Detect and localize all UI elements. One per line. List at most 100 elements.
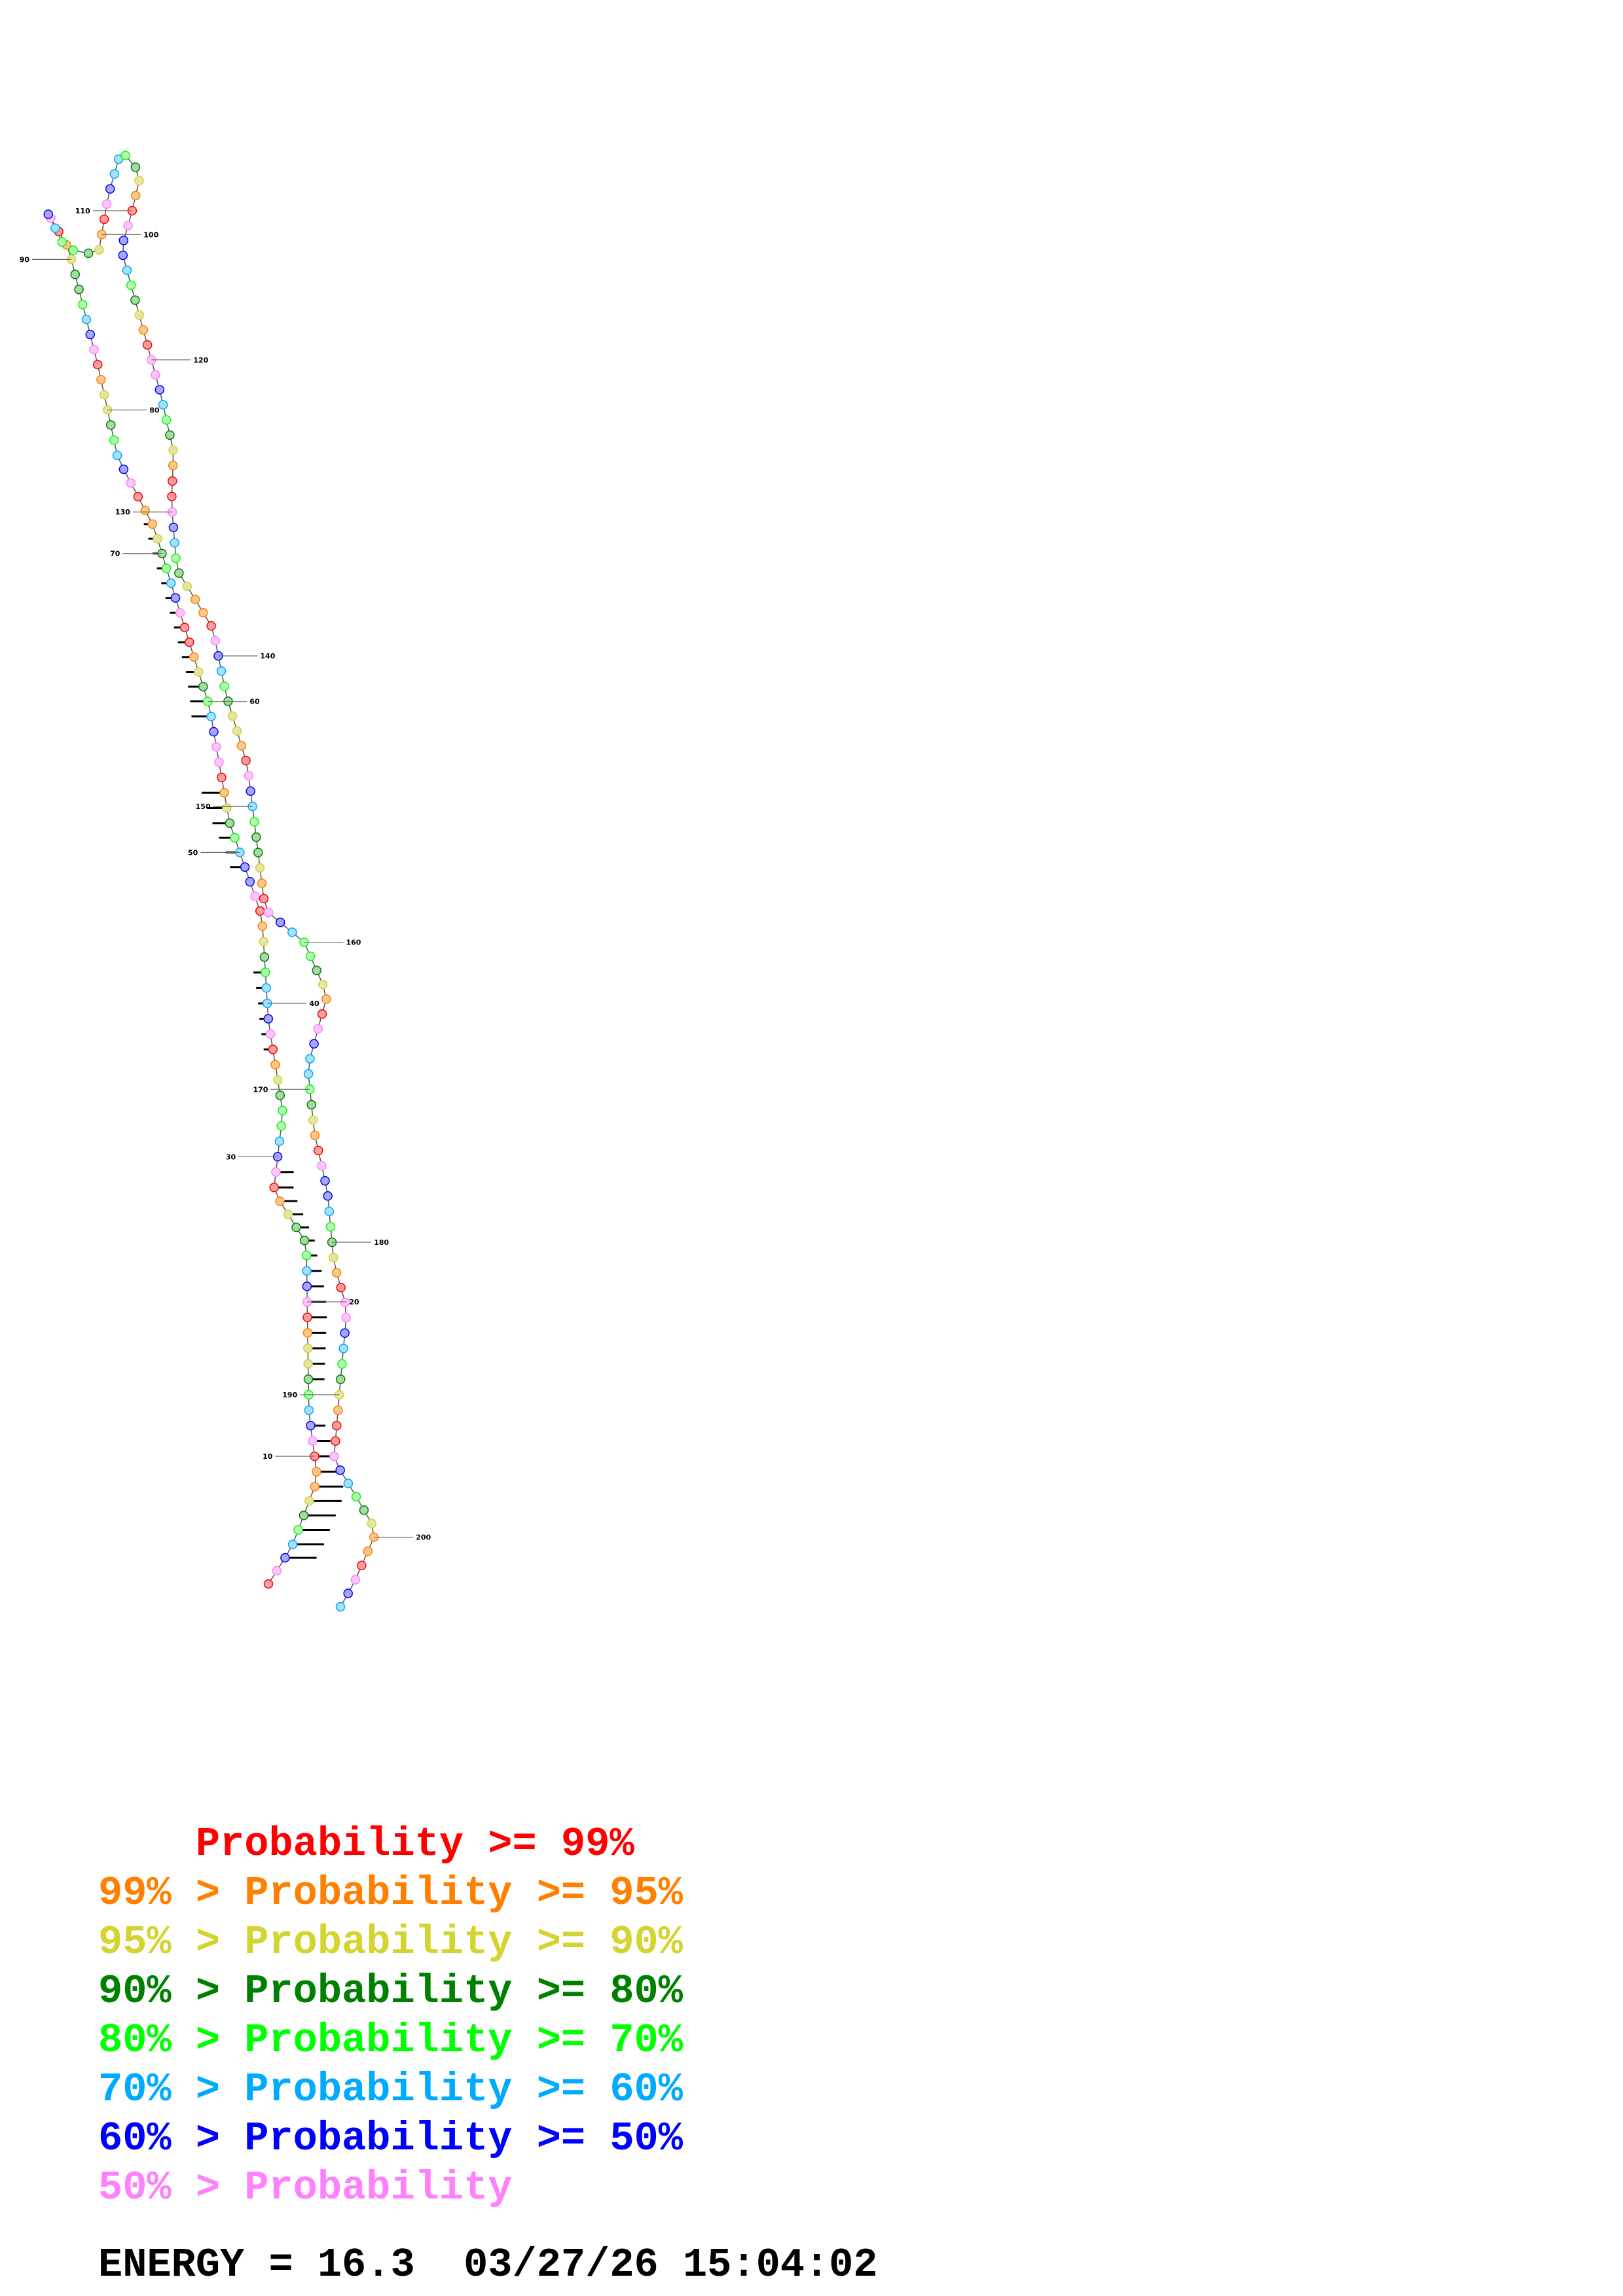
nucleotide (301, 1250, 312, 1261)
nucleotide (263, 1014, 274, 1024)
position-label: 20 (349, 1298, 359, 1306)
probability-legend: Probability >= 99% 99% > Probability >= … (98, 1820, 683, 2212)
nucleotide (287, 927, 297, 937)
nucleotide (303, 1359, 313, 1369)
nucleotide (230, 833, 240, 843)
nucleotide (261, 967, 270, 978)
nucleotide (308, 1436, 318, 1446)
nucleotide (206, 621, 216, 631)
nucleotide (94, 245, 104, 255)
nucleotide (259, 952, 270, 962)
nucleotide (175, 607, 185, 618)
nucleotide (130, 190, 141, 201)
nucleotide (240, 862, 250, 872)
nucleotide (168, 461, 178, 471)
nucleotide (303, 1374, 314, 1384)
nucleotide (105, 184, 115, 194)
nucleotide (130, 295, 140, 305)
nucleotide (337, 1359, 347, 1369)
nucleotide (283, 1209, 293, 1219)
nucleotide (245, 876, 255, 887)
nucleotide (270, 1060, 280, 1070)
nucleotide (43, 209, 53, 219)
legend-row-60: 70% > Probability >= 60% (98, 2066, 683, 2113)
nucleotide (302, 1312, 312, 1322)
nucleotide (140, 505, 151, 516)
nucleotide (287, 1539, 298, 1549)
position-label: 170 (253, 1085, 268, 1094)
nucleotide (338, 1344, 348, 1354)
nucleotide (236, 741, 247, 751)
nucleotide (168, 522, 179, 533)
nucleotide (126, 478, 136, 488)
nucleotide (101, 199, 112, 209)
nucleotide (257, 878, 267, 888)
nucleotide (50, 223, 60, 233)
nucleotide (324, 1206, 335, 1217)
nucleotide (189, 652, 199, 662)
nucleotide (225, 818, 235, 828)
position-label: 160 (346, 939, 361, 947)
position-label: 30 (226, 1153, 236, 1161)
nucleotide (310, 1481, 319, 1492)
nucleotide (312, 965, 321, 975)
nucleotide (96, 374, 106, 385)
nucleotide (118, 250, 128, 260)
position-label: 150 (196, 802, 211, 811)
nucleotide (170, 538, 179, 548)
nucleotide (92, 359, 103, 370)
nucleotide (209, 726, 219, 737)
nucleotide (165, 430, 175, 440)
nucleotide (161, 415, 172, 425)
nucleotide (320, 1175, 330, 1186)
nucleotide (275, 918, 285, 927)
energy-timestamp: ENERGY = 16.3 03/27/26 15:04:02 (98, 2242, 878, 2288)
nucleotide (317, 1160, 327, 1171)
nucleotide (251, 832, 261, 842)
nucleotide (179, 622, 190, 633)
nucleotide (130, 162, 141, 172)
nucleotide (151, 370, 160, 380)
nucleotide (351, 1492, 361, 1502)
nucleotide (335, 1374, 346, 1384)
nucleotide (142, 340, 153, 350)
nucleotide (309, 1039, 319, 1049)
position-label: 60 (249, 698, 260, 706)
nucleotide (81, 314, 92, 325)
position-label: 100 (143, 230, 158, 239)
legend-row-50: 60% > Probability >= 50% (98, 2115, 683, 2162)
nucleotide (343, 1588, 353, 1598)
nucleotide (269, 1183, 279, 1193)
nucleotide (170, 593, 181, 603)
nucleotide (109, 435, 119, 445)
nucleotide (313, 1145, 323, 1156)
nucleotide (133, 492, 143, 502)
nucleotide (162, 564, 172, 573)
nucleotide (325, 1222, 336, 1232)
nucleotide (184, 637, 194, 647)
legend-row-95: 99% > Probability >= 95% (98, 1870, 683, 1916)
nucleotide (158, 400, 168, 410)
nucleotide (241, 755, 251, 766)
rna-secondary-structure-diagram: 10 20 30 40 50 60 70 80 90 100 110 120 130 140 150 160 1… (20, 151, 431, 1612)
nucleotide (119, 464, 129, 475)
position-label: 140 (260, 652, 275, 660)
nucleotide (246, 786, 255, 796)
position-label: 180 (374, 1238, 389, 1247)
nucleotide (216, 666, 227, 676)
nucleotide (255, 906, 265, 916)
nucleotide (134, 310, 144, 320)
nucleotide (306, 1100, 317, 1110)
nucleotide (263, 1579, 274, 1589)
nucleotide (174, 568, 184, 578)
backbone-path (48, 154, 374, 1607)
nucleotide (268, 1045, 278, 1054)
nucleotide (335, 1602, 346, 1612)
position-label: 70 (110, 550, 120, 558)
nucleotide (194, 667, 204, 677)
nucleotide (317, 1009, 327, 1019)
nucleotide (167, 492, 177, 501)
nucleotide (214, 757, 224, 767)
legend-row-90: 95% > Probability >= 90% (98, 1919, 683, 1965)
nucleotide (249, 817, 259, 827)
